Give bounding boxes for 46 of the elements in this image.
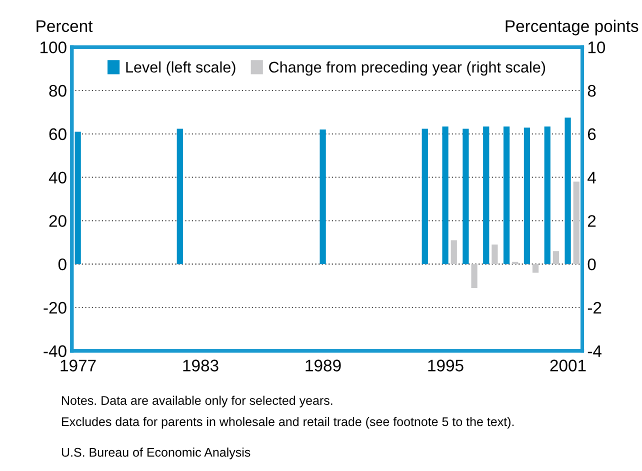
bar bbox=[74, 132, 81, 264]
x-tick-label: 1995 bbox=[428, 360, 464, 372]
bar bbox=[512, 262, 518, 264]
y2-tick-label: -4 bbox=[588, 345, 602, 357]
y2-axis-title: Percentage points bbox=[506, 20, 638, 36]
x-tick-label: 1989 bbox=[306, 360, 341, 372]
text: U.S. Bureau of Economic Analysis bbox=[62, 448, 250, 460]
y-tick-label: 0 bbox=[58, 258, 66, 270]
bar bbox=[552, 251, 560, 264]
bar bbox=[524, 128, 530, 264]
bar bbox=[564, 118, 571, 264]
bar bbox=[532, 264, 539, 273]
y2-tick-label: 6 bbox=[588, 128, 596, 140]
bar bbox=[176, 128, 183, 264]
x-tick-label: 2001 bbox=[550, 360, 586, 372]
y-axis-title: Percent bbox=[36, 20, 93, 32]
bar bbox=[442, 126, 448, 264]
y-tick-label: -20 bbox=[44, 302, 66, 314]
y-tick-label: 80 bbox=[49, 84, 66, 97]
text: Excludes data for parents in wholesale and retail trade (see footnote 5 to the text). bbox=[62, 416, 514, 429]
y-tick-label: 40 bbox=[48, 172, 66, 184]
y2-tick-label: 4 bbox=[588, 172, 596, 184]
bar bbox=[503, 126, 510, 264]
y2-tick-label: 0 bbox=[588, 258, 596, 270]
bar bbox=[471, 264, 478, 288]
y-tick-label: -40 bbox=[44, 345, 66, 358]
y-tick-label: 60 bbox=[49, 128, 66, 140]
y2-tick-label: 2 bbox=[588, 215, 596, 227]
legend-label: Level (left scale) bbox=[126, 61, 236, 76]
bar bbox=[573, 182, 580, 264]
x-tick-label: 1983 bbox=[183, 360, 218, 372]
y2-tick-label: 10 bbox=[588, 42, 606, 54]
bar bbox=[320, 130, 326, 264]
bar bbox=[450, 240, 457, 264]
y2-tick-label: 8 bbox=[588, 84, 596, 97]
y-tick-label: 100 bbox=[40, 42, 66, 54]
x-tick-label: 1977 bbox=[60, 360, 96, 372]
bar bbox=[492, 244, 498, 264]
bar bbox=[483, 126, 490, 264]
legend-label: Change from preceding year (right scale) bbox=[269, 61, 546, 76]
bar bbox=[544, 126, 550, 264]
y2-tick-label: -2 bbox=[588, 302, 602, 314]
y-tick-label: 20 bbox=[49, 215, 66, 227]
bar bbox=[422, 128, 428, 264]
bar bbox=[462, 128, 469, 264]
text: Notes. Data are available only for selected years. bbox=[62, 396, 332, 408]
